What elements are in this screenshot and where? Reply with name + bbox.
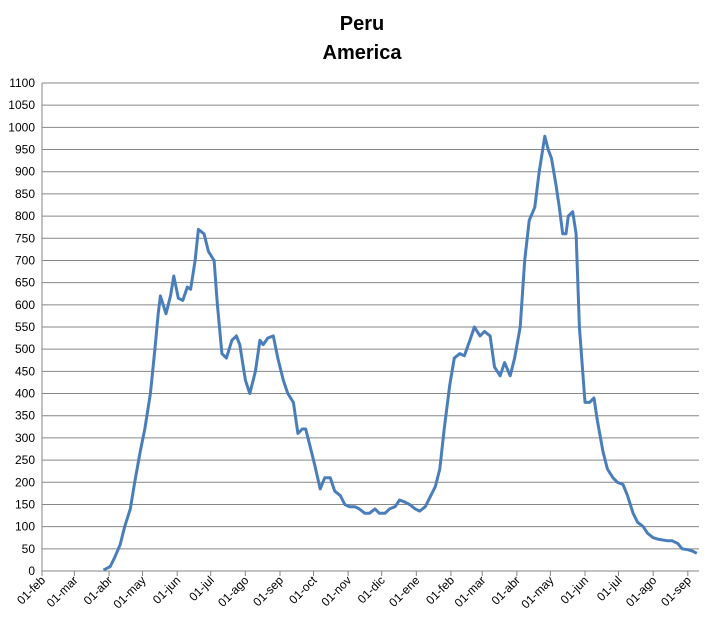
y-tick-label: 350 — [15, 409, 35, 423]
y-tick-label: 100 — [15, 520, 35, 534]
y-tick-label: 1000 — [8, 120, 35, 134]
y-tick-label: 500 — [15, 342, 35, 356]
y-tick-label: 850 — [15, 187, 35, 201]
chart-title: Peru — [340, 13, 384, 35]
y-tick-label: 550 — [15, 320, 35, 334]
y-tick-label: 50 — [22, 542, 36, 556]
y-tick-label: 250 — [15, 453, 35, 467]
y-tick-label: 900 — [15, 165, 35, 179]
y-tick-label: 400 — [15, 387, 35, 401]
y-tick-label: 650 — [15, 276, 35, 290]
y-tick-label: 950 — [15, 143, 35, 157]
y-tick-label: 700 — [15, 253, 35, 267]
y-tick-label: 450 — [15, 364, 35, 378]
chart-subtitle: America — [323, 42, 403, 64]
y-tick-label: 0 — [28, 564, 35, 578]
y-tick-label: 200 — [15, 475, 35, 489]
data-line — [102, 134, 698, 572]
y-tick-label: 750 — [15, 231, 35, 245]
y-tick-label: 1100 — [9, 76, 35, 90]
y-tick-label: 800 — [15, 209, 35, 223]
y-tick-label: 600 — [15, 298, 35, 312]
y-tick-label: 150 — [15, 497, 35, 511]
y-tick-label: 1050 — [8, 98, 35, 112]
y-tick-label: 300 — [15, 431, 35, 445]
